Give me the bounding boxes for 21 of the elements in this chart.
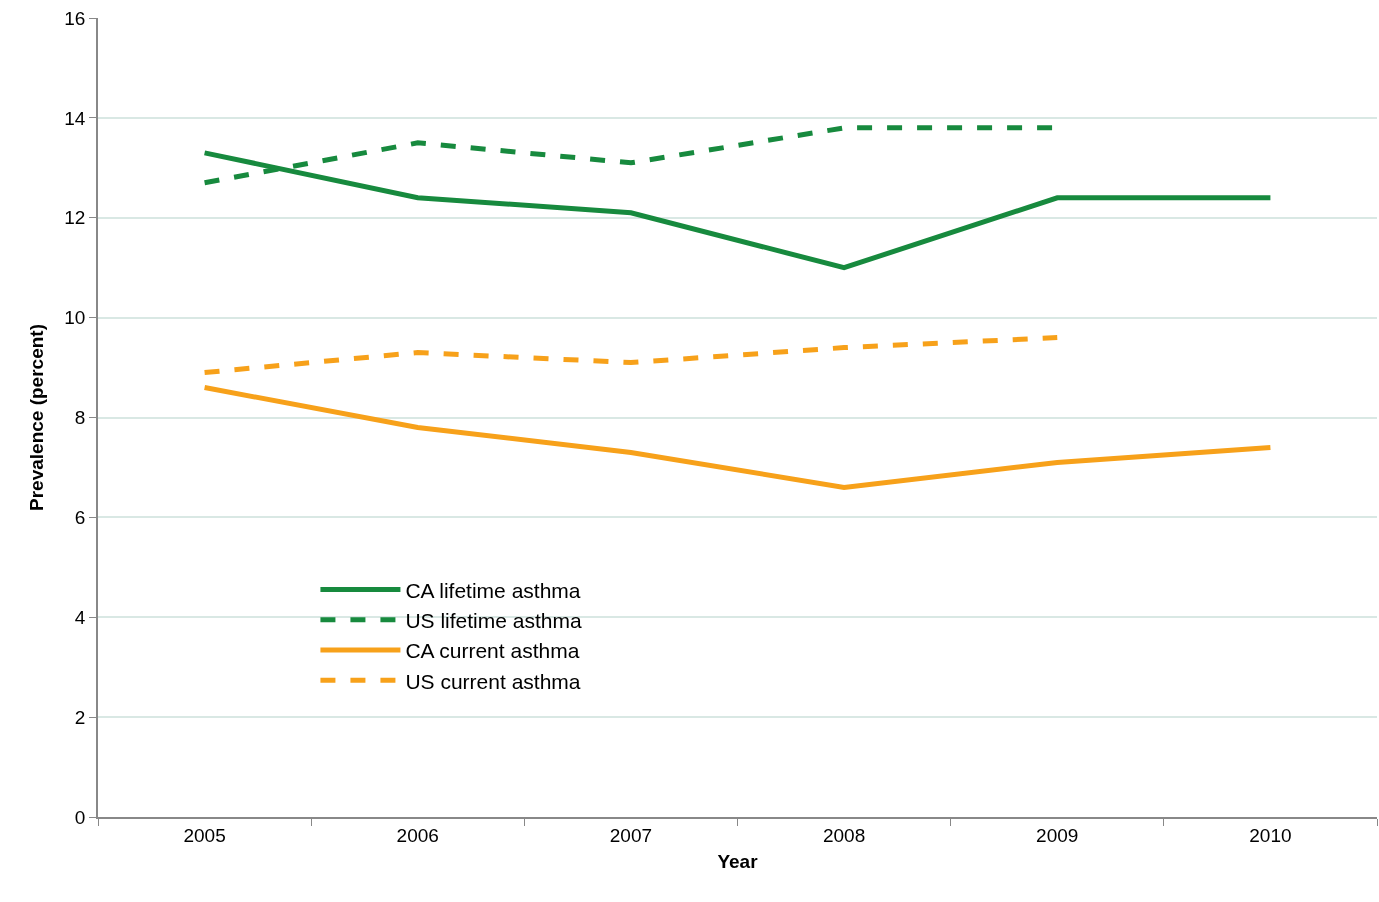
x-tick-label: 2007 [609,824,653,846]
legend-label: CA current asthma [405,639,580,663]
legend-label: US current asthma [405,669,581,693]
y-tick-label: 8 [74,407,86,429]
x-tick-label: 2005 [183,824,226,846]
y-tick-label: 4 [74,606,86,628]
y-tick-label: 6 [74,507,86,529]
y-tick-label: 12 [64,207,86,229]
y-tick-label: 2 [74,706,86,728]
x-axis-title: Year [717,850,759,872]
legend-label: US lifetime asthma [405,608,582,632]
y-axis-title: Prevalence (percent) [25,324,47,511]
x-tick-label: 2006 [396,824,439,846]
x-tick-label: 2010 [1249,824,1292,846]
y-tick-label: 16 [64,7,86,29]
x-tick-label: 2009 [1036,824,1079,846]
x-tick-label: 2008 [822,824,866,846]
y-tick-label: 0 [74,806,86,828]
legend-label: CA lifetime asthma [405,578,581,602]
y-tick-label: 10 [64,307,86,329]
y-tick-label: 14 [64,107,86,129]
